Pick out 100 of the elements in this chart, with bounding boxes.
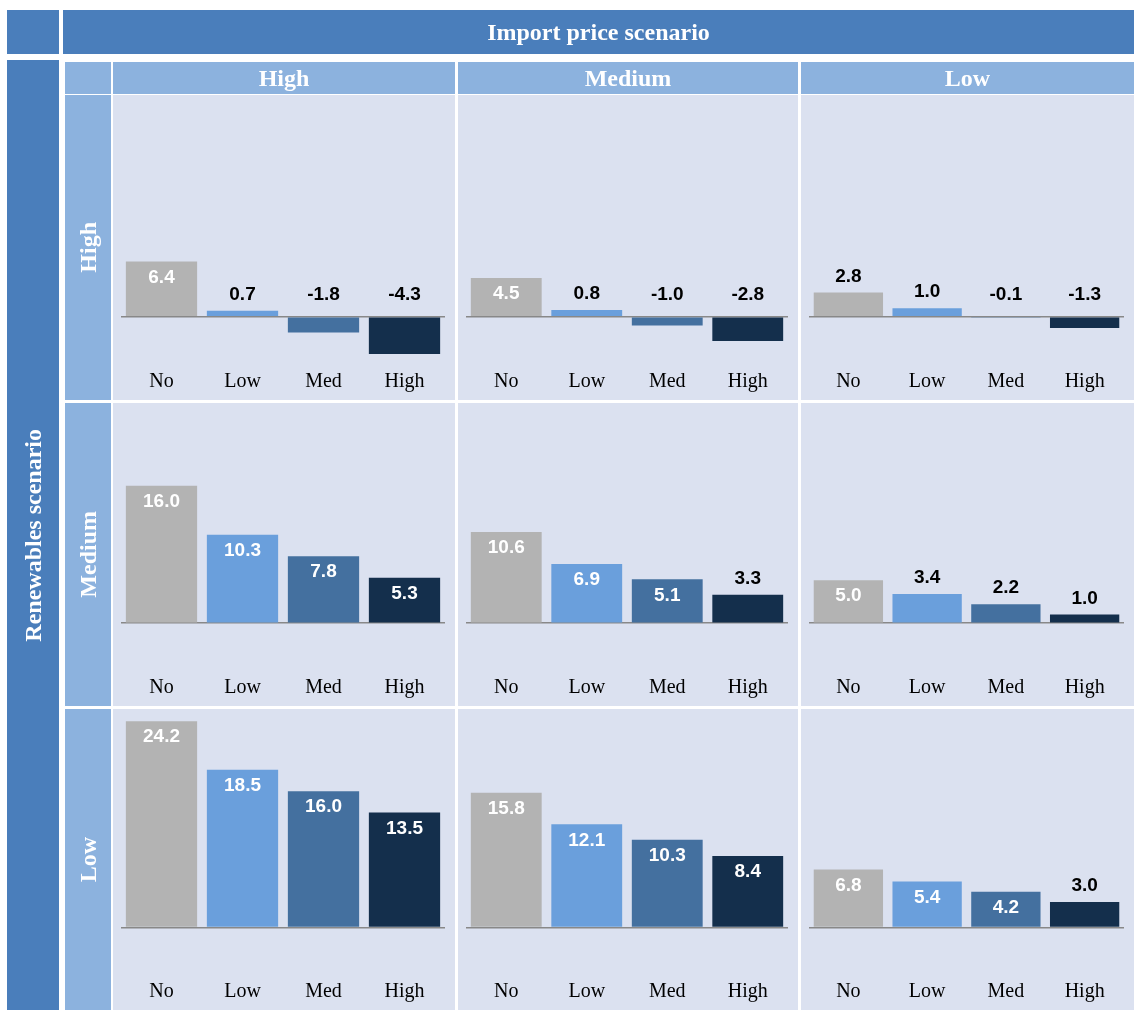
- x-tick-label: No: [836, 675, 861, 698]
- bar: [470, 792, 542, 927]
- chart-title: Medium: [458, 62, 798, 94]
- x-tick-label: Low: [568, 675, 606, 698]
- x-tick-label: No: [494, 369, 519, 392]
- bar: [206, 534, 279, 623]
- x-tick-label: High: [384, 675, 425, 699]
- x-tick-label: Med: [305, 675, 342, 698]
- data-label: 16.0: [305, 795, 342, 817]
- data-label: 5.4: [913, 885, 941, 907]
- data-label: 10.6: [487, 536, 525, 558]
- bar: [470, 532, 542, 623]
- data-label: 5.3: [391, 581, 418, 603]
- x-tick-label: Low: [568, 369, 606, 392]
- y-axis-title: High: [74, 222, 102, 273]
- x-tick-label: High: [727, 979, 768, 1003]
- data-label: -4.3: [388, 283, 421, 305]
- x-tick-label: Med: [648, 675, 686, 698]
- data-label: 10.3: [224, 538, 261, 560]
- data-label: 6.9: [573, 568, 600, 590]
- data-label: 13.5: [386, 816, 424, 838]
- data-label: 15.8: [487, 797, 525, 819]
- x-tick-label: High: [727, 675, 768, 699]
- bar: [1049, 901, 1120, 927]
- text: Renewables scenario: [19, 428, 47, 642]
- x-tick-label: Low: [568, 979, 606, 1002]
- bar: [712, 594, 784, 623]
- bar: [551, 563, 623, 623]
- data-label: 4.2: [992, 895, 1020, 917]
- data-label: 0.8: [573, 282, 600, 304]
- x-tick-label: High: [1064, 979, 1105, 1003]
- x-tick-label: High: [1064, 675, 1105, 699]
- text: Import price scenario: [63, 10, 1134, 54]
- bar: [125, 721, 198, 927]
- x-tick-label: No: [149, 675, 174, 698]
- bar: [712, 855, 784, 927]
- data-label: 5.1: [654, 583, 681, 605]
- x-tick-label: Med: [648, 979, 686, 1002]
- x-tick-label: Med: [648, 369, 686, 392]
- x-tick-label: Med: [987, 369, 1025, 392]
- x-tick-label: No: [494, 675, 519, 698]
- x-tick-label: No: [836, 369, 861, 392]
- x-tick-label: Low: [908, 675, 947, 698]
- data-label: 5.0: [835, 584, 862, 606]
- bar: [813, 869, 884, 927]
- bar: [551, 824, 623, 927]
- y-axis-title: Medium: [74, 511, 102, 598]
- bar: [125, 485, 198, 623]
- data-label: 3.4: [913, 566, 941, 588]
- data-label: 8.4: [734, 860, 762, 882]
- bar: [631, 839, 703, 927]
- bar: [631, 579, 703, 623]
- bar: [813, 580, 884, 623]
- x-tick-label: Med: [305, 979, 342, 1002]
- data-label: -2.8: [731, 283, 765, 305]
- x-tick-label: High: [384, 369, 425, 393]
- data-label: 2.8: [835, 264, 862, 286]
- x-tick-label: No: [149, 369, 174, 392]
- data-label: 24.2: [143, 725, 180, 747]
- y-axis-title: Low: [74, 836, 102, 883]
- bar: [287, 556, 360, 623]
- bar: [287, 791, 360, 927]
- bar: [368, 812, 441, 927]
- data-label: 4.5: [493, 282, 520, 304]
- x-tick-label: Low: [224, 369, 262, 392]
- x-tick-label: High: [1064, 369, 1105, 393]
- data-label: 12.1: [568, 828, 606, 850]
- data-label: 10.3: [648, 843, 686, 865]
- chart-title: Low: [801, 62, 1134, 94]
- data-label: 6.4: [148, 265, 176, 287]
- data-label: -1.8: [307, 283, 340, 305]
- data-label: -1.0: [650, 283, 684, 305]
- data-label: 6.8: [835, 873, 862, 895]
- x-tick-label: Med: [987, 979, 1025, 1002]
- x-tick-label: High: [727, 369, 768, 393]
- data-label: -1.3: [1068, 283, 1101, 305]
- x-tick-label: Low: [224, 979, 262, 1002]
- x-tick-label: Med: [305, 369, 342, 392]
- data-label: 16.0: [143, 489, 180, 511]
- x-tick-label: No: [494, 979, 519, 1002]
- x-tick-label: Low: [224, 675, 262, 698]
- chart-title: High: [113, 62, 455, 94]
- data-label: 3.3: [734, 567, 761, 589]
- bar: [971, 891, 1041, 927]
- data-label: 18.5: [224, 774, 262, 796]
- data-label: 0.7: [229, 283, 256, 304]
- bar: [892, 881, 962, 927]
- data-label: 7.8: [310, 560, 337, 582]
- x-tick-label: No: [149, 979, 174, 1002]
- x-tick-label: Med: [987, 675, 1025, 698]
- bar: [368, 577, 441, 623]
- x-tick-label: High: [384, 979, 425, 1003]
- data-label: 1.0: [913, 280, 941, 302]
- bar: [892, 593, 962, 623]
- x-tick-label: Low: [908, 369, 947, 392]
- x-tick-label: Low: [908, 979, 947, 1002]
- x-tick-label: No: [836, 979, 861, 1002]
- data-label: 3.0: [1071, 874, 1098, 896]
- data-label: -0.1: [989, 283, 1023, 305]
- data-label: 2.2: [992, 576, 1020, 598]
